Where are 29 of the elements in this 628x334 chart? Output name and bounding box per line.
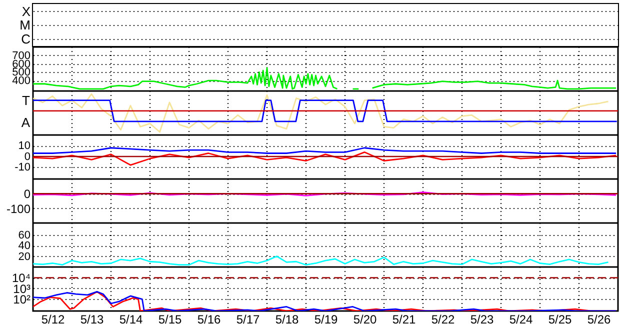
x-tick-label: 5/25	[548, 312, 572, 326]
y-tick-label: 0	[24, 187, 31, 202]
text: A	[20, 115, 30, 130]
x-tick-label: 5/16	[197, 312, 221, 326]
x-tick-label: 5/13	[80, 312, 104, 326]
x-tick-label: 5/23	[470, 312, 494, 326]
y-tick-label: -10	[14, 162, 30, 174]
x-tick-label: 5/15	[158, 312, 182, 326]
y-tick-label: 10	[18, 140, 30, 152]
text: T	[21, 93, 30, 108]
y-tick-label: 0	[24, 150, 30, 163]
x-tick-label: 5/19	[314, 312, 338, 326]
x-tick-label: 5/17	[236, 312, 260, 326]
text: X	[22, 4, 31, 19]
y-tick-label: 20	[18, 250, 30, 263]
x-tick-label: 5/26	[587, 312, 611, 326]
x-tick-label: 5/21	[392, 312, 416, 326]
x-tick-label: 5/14	[119, 312, 143, 326]
text: C	[21, 31, 30, 46]
x-tick-label: 5/24	[509, 312, 533, 326]
y-tick-label: 40	[18, 240, 30, 252]
y-tick-label: 60	[18, 229, 30, 242]
x-tick-label: 5/20	[353, 312, 377, 326]
x-tick-label: 5/12	[41, 312, 65, 326]
line-series	[33, 256, 609, 266]
x-tick-label: 5/18	[275, 312, 299, 326]
text: M	[20, 18, 30, 32]
x-tick-label: 5/22	[431, 312, 455, 326]
y-tick-label: -100	[6, 202, 31, 216]
